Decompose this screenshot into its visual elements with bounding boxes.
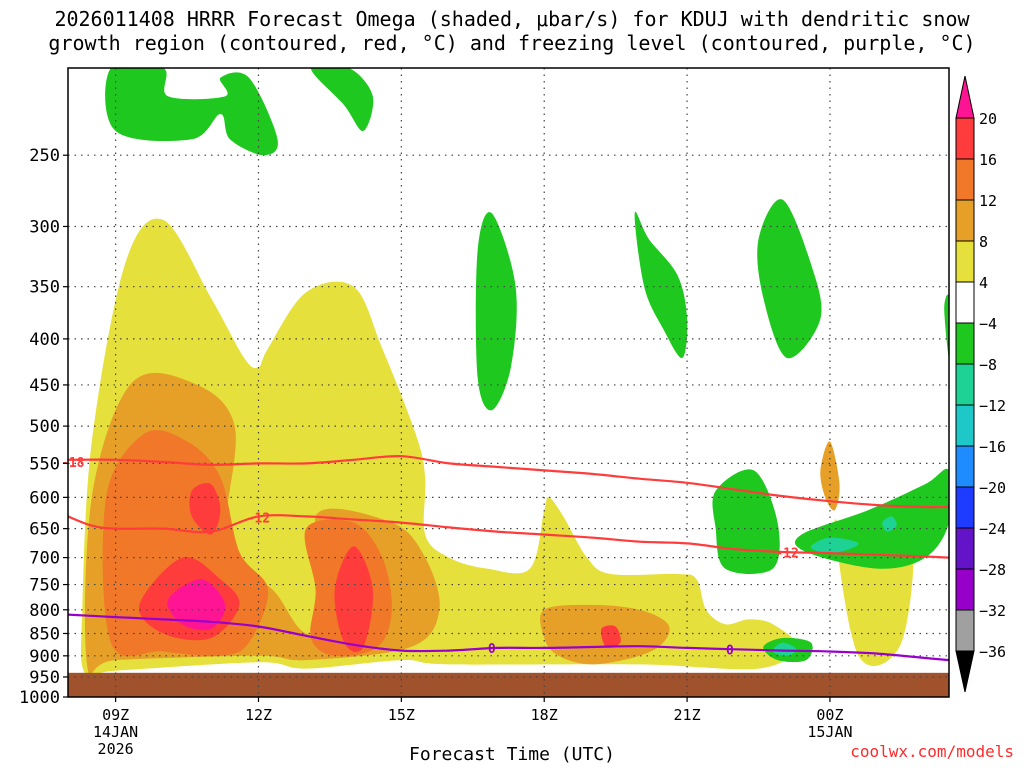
colorbar-label-6: −8 <box>979 356 997 374</box>
colorbar-swatch-11 <box>955 527 975 570</box>
colorbar-label-9: −20 <box>979 479 1006 497</box>
omega-region--8-23 <box>772 642 797 656</box>
x-tick-label-21Z: 21Z <box>674 706 701 724</box>
y-tick-label-950: 950 <box>29 668 60 688</box>
contour-label-layer: -18 -12 -12 0 0 <box>61 456 799 658</box>
chart-title-line-1: 2026011408 HRRR Forecast Omega (shaded, … <box>54 7 970 31</box>
ground-terrain <box>68 672 949 697</box>
colorbar: 20 16 12 8 4 −4 −8 −12 −16 −20 −24 −28 −32 −36 <box>955 75 1006 693</box>
colorbar-bottom-arrow <box>955 650 975 693</box>
colorbar-swatch-4 <box>955 240 975 283</box>
y-tick-label-500: 500 <box>29 417 60 437</box>
omega-region--4-13 <box>310 68 374 132</box>
omega-region-16-10 <box>600 625 621 648</box>
x-tick-label-18Z: 18Z <box>531 706 558 724</box>
chart-title-line-2: growth region (contoured, red, °C) and f… <box>48 31 976 55</box>
x-axis-title: Forecast Time (UTC) <box>409 744 615 765</box>
colorbar-label-0: 20 <box>979 110 997 128</box>
omega-shading-layer <box>80 68 949 678</box>
plot-frame <box>67 67 950 698</box>
colorbar-swatch-5 <box>955 281 975 324</box>
y-tick-label-300: 300 <box>29 217 60 237</box>
isotherm--18-line <box>68 455 949 509</box>
colorbar-label-5: −4 <box>979 315 997 333</box>
contour-label-4: 0 <box>726 643 734 658</box>
colorbar-label-11: −28 <box>979 561 1006 579</box>
x-tick-label-09Z: 09Z <box>102 706 129 724</box>
omega-region-16-8 <box>189 483 221 535</box>
x-tick-label-12Z: 12Z <box>245 706 272 724</box>
contour-label-1: -12 <box>247 512 270 527</box>
colorbar-swatch-2 <box>955 158 975 201</box>
y-tick-label-400: 400 <box>29 330 60 350</box>
omega-region-20-11 <box>167 579 226 631</box>
colorbar-label-13: −36 <box>979 643 1006 661</box>
y-tick-label-800: 800 <box>29 601 60 621</box>
x-tick-sublabel-15JAN: 15JAN <box>807 723 852 741</box>
y-tick-label-700: 700 <box>29 549 60 569</box>
y-tick-label-850: 850 <box>29 624 60 644</box>
y-tick-label-600: 600 <box>29 488 60 508</box>
y-tick-label-650: 650 <box>29 520 60 540</box>
colorbar-label-1: 16 <box>979 151 997 169</box>
omega-region-16-9 <box>334 546 374 652</box>
x-tick-sublabel-14JAN: 14JAN <box>93 723 138 741</box>
colorbar-swatch-10 <box>955 486 975 529</box>
omega-region--4-17 <box>944 294 949 359</box>
omega-region-4-0 <box>80 218 797 678</box>
x-tick-label-15Z: 15Z <box>388 706 415 724</box>
y-tick-label-550: 550 <box>29 454 60 474</box>
isotherm-0-line <box>68 613 949 662</box>
colorbar-label-2: 12 <box>979 192 997 210</box>
colorbar-label-8: −16 <box>979 438 1006 456</box>
isotherm-layer <box>68 455 949 662</box>
x-tick-sublabel-2026: 2026 <box>98 740 134 758</box>
colorbar-label-7: −12 <box>979 397 1006 415</box>
colorbar-swatch-3 <box>955 199 975 242</box>
omega-region--4-16 <box>757 199 822 359</box>
colorbar-label-3: 8 <box>979 233 988 251</box>
y-tick-label-350: 350 <box>29 278 60 298</box>
omega-region--4-15 <box>634 211 688 359</box>
contour-label-0: -18 <box>61 456 85 471</box>
omega-region--4-12 <box>105 68 278 156</box>
colorbar-swatch-1 <box>955 117 975 160</box>
x-tick-label-00Z: 00Z <box>816 706 843 724</box>
colorbar-top-arrow <box>955 75 975 119</box>
colorbar-swatch-13 <box>955 609 975 652</box>
omega-region--4-14 <box>475 212 517 411</box>
colorbar-label-4: 4 <box>979 274 988 292</box>
y-tick-label-250: 250 <box>29 146 60 166</box>
grid-layer <box>68 68 949 697</box>
colorbar-swatch-7 <box>955 363 975 406</box>
colorbar-label-12: −32 <box>979 602 1006 620</box>
contour-label-2: -12 <box>775 547 798 562</box>
contour-label-3: 0 <box>488 642 496 657</box>
y-tick-label-450: 450 <box>29 376 60 396</box>
isotherm--12-line <box>68 514 949 559</box>
omega-region--8-22 <box>882 516 897 532</box>
y-tick-label-1000: 1000 <box>19 688 60 708</box>
colorbar-swatch-8 <box>955 404 975 447</box>
colorbar-swatch-9 <box>955 445 975 488</box>
omega-region-8-4 <box>820 441 840 511</box>
y-tick-label-900: 900 <box>29 647 60 667</box>
colorbar-label-10: −24 <box>979 520 1006 538</box>
omega-region--8-21 <box>810 537 859 553</box>
colorbar-swatch-12 <box>955 568 975 611</box>
y-axis: 250 300 350 400 450 500 550 600 650 700 750 800 850 9… <box>19 146 68 708</box>
colorbar-swatch-6 <box>955 322 975 365</box>
y-tick-label-750: 750 <box>29 576 60 596</box>
site-credit[interactable]: coolwx.com/models <box>850 742 1014 761</box>
ground-layer <box>68 672 949 697</box>
